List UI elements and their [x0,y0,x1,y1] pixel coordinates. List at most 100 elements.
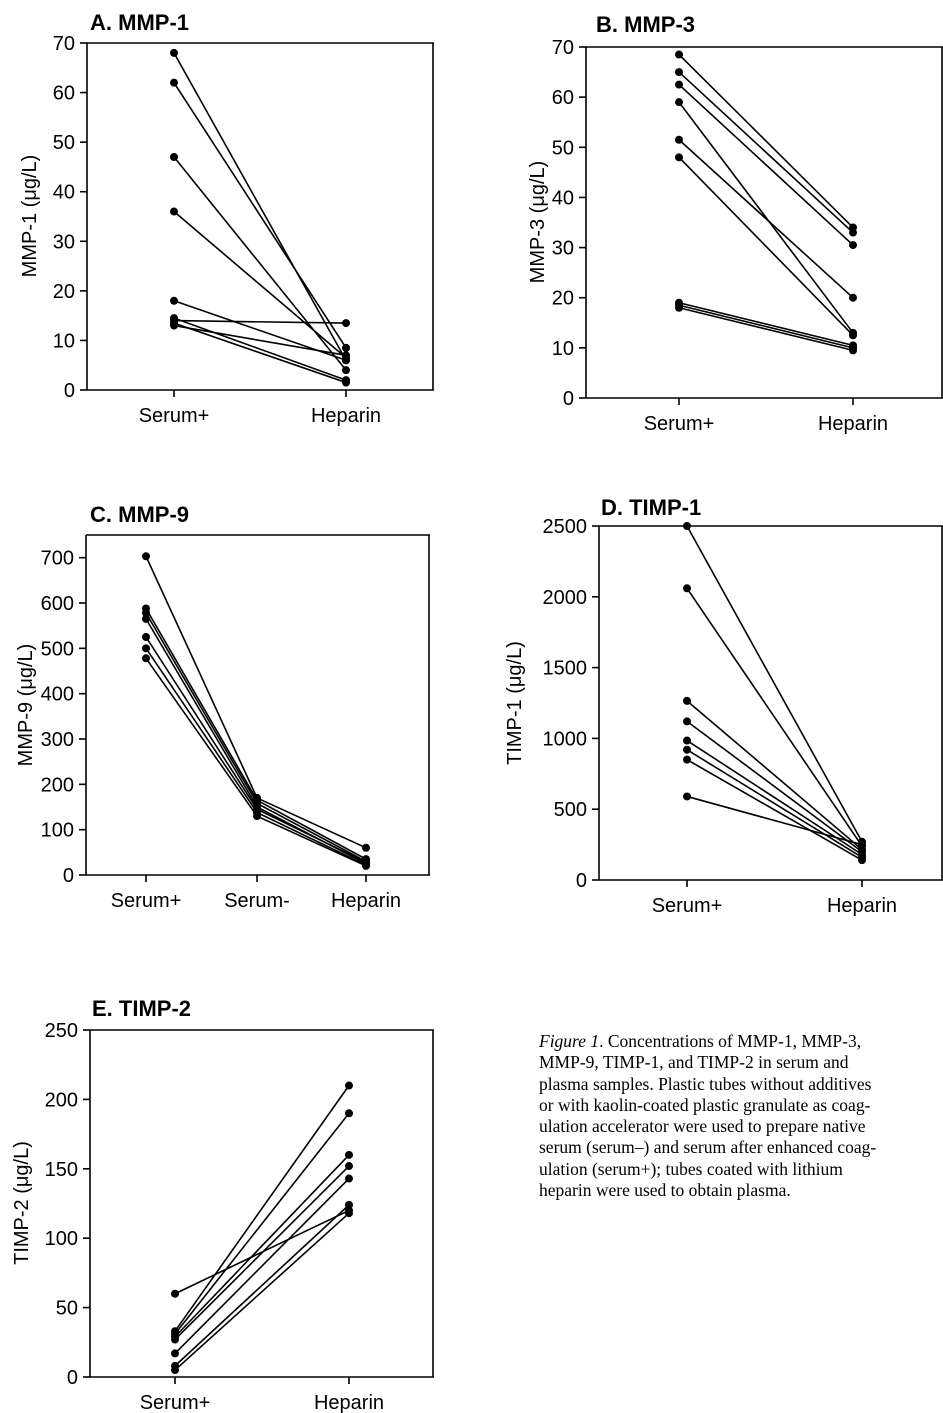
y-tick-label: 50 [53,132,75,154]
y-tick-label: 100 [41,820,74,842]
series-line [173,322,347,384]
y-tick-label: 2000 [543,587,588,609]
series-line [678,301,854,347]
series-line [173,210,347,359]
series-line [686,739,863,856]
data-point [675,98,683,107]
data-point [849,346,857,355]
series-line [174,1204,350,1367]
data-point [345,1150,353,1159]
data-point [683,584,691,593]
chart-title: B. MMP-3 [596,12,695,37]
y-tick-label: 60 [53,83,75,105]
y-tick-label: 600 [41,593,74,615]
x-tick-label: Heparin [331,890,401,912]
y-tick-label: 1000 [543,728,588,750]
data-point [170,207,178,216]
series-line [173,82,347,349]
y-tick-label: 20 [53,281,75,303]
data-point [362,861,370,870]
data-point [683,745,691,754]
y-tick-label: 0 [576,870,587,892]
chart-panel-3: C. MMP-9 0 100 200 300 400 500 600 700 Serum+ Seru… [15,502,430,912]
y-tick-label: 40 [552,187,574,209]
data-point [849,293,857,302]
x-tick-label: Heparin [311,405,381,427]
series-line [678,304,854,349]
y-tick-label: 20 [552,288,574,310]
y-tick-label: 0 [563,388,574,410]
y-tick-label: 400 [41,684,74,706]
y-tick-label: 2500 [543,516,588,538]
chart-panel-5: E. TIMP-2 0 50 100 150 200 250 Serum+ Heparin TIM… [11,996,434,1413]
series-line [173,319,347,324]
data-point [858,856,866,865]
data-point [142,633,150,641]
series-line [686,758,863,861]
y-tick-label: 60 [552,87,574,109]
caption-line-1: Figure 1. Concentrations of MMP-1, MMP-3… [539,1031,943,1052]
data-point [171,1366,179,1375]
y-tick-label: 200 [45,1089,78,1111]
y-axis-label: MMP-1 (μg/L) [19,155,41,278]
data-point [345,1200,353,1209]
data-point [683,792,691,801]
x-tick-label: Heparin [818,413,888,435]
series-line [145,618,367,865]
data-point [675,303,683,312]
x-tick-label: Serum+ [111,890,182,912]
chart-title: E. TIMP-2 [92,996,191,1021]
data-point [170,296,178,305]
data-point [675,135,683,144]
data-point [683,696,691,705]
y-axis-label: TIMP-1 (μg/L) [504,641,526,765]
series-line [173,324,347,357]
y-tick-label: 300 [41,729,74,751]
series-line [678,139,854,299]
data-point [362,843,370,852]
y-axis-label: MMP-3 (μg/L) [527,161,549,284]
data-point [849,241,857,250]
data-point [142,654,150,663]
y-tick-label: 0 [64,380,75,402]
x-tick-label: Serum+ [652,895,723,917]
data-point [170,78,178,87]
x-tick-label: Heparin [314,1392,384,1413]
caption-line-4: or with kaolin-coated plastic granulate … [539,1094,871,1115]
data-point [675,68,683,77]
y-tick-label: 250 [45,1020,78,1042]
y-tick-label: 70 [552,37,574,59]
caption-line-3: plasma samples. Plastic tubes without ad… [539,1073,872,1094]
chart-panel-1: A. MMP-1 0 10 20 30 40 50 60 70 Serum+ Heparin MMP-… [19,10,434,427]
x-tick-label: Serum+ [140,1392,211,1413]
y-axis-label: TIMP-2 (μg/L) [11,1141,33,1265]
y-tick-label: 500 [554,799,587,821]
x-tick-label: Heparin [827,895,897,917]
data-point [345,1081,353,1090]
caption-line-2: MMP-9, TIMP-1, and TIMP-2 in serum and [539,1052,849,1073]
caption-line-5: ulation accelerator were used to prepare… [539,1116,866,1137]
y-tick-label: 0 [63,865,74,887]
series-line [173,156,347,371]
data-point [342,319,350,328]
caption-line-8: heparin were used to obtain plasma. [539,1180,791,1201]
series-line [174,1212,350,1371]
series-line [686,795,863,846]
data-point [345,1174,353,1183]
data-point [171,1349,179,1358]
data-point [683,755,691,764]
series-line [686,700,863,851]
series-line [173,317,347,381]
data-point [170,153,178,162]
series-line [678,71,854,234]
y-tick-label: 500 [41,638,74,660]
caption-line-1-text: . Concentrations of MMP-1, MMP-3, [599,1031,862,1051]
data-point [675,50,683,59]
y-tick-label: 10 [552,338,574,360]
caption-line-7: ulation (serum+); tubes coated with lith… [539,1158,843,1179]
y-tick-label: 40 [53,182,75,204]
data-point [170,321,178,330]
data-point [142,608,150,617]
chart-panel-4: D. TIMP-1 0 500 1000 1500 2000 2500 Serum+ Hepar… [504,495,943,917]
